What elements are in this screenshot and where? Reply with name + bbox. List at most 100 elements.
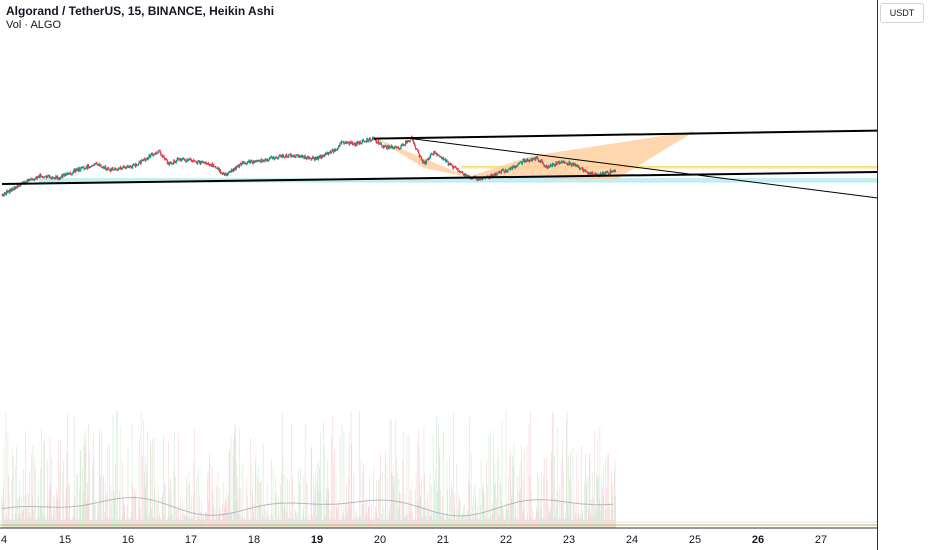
volume-bar — [581, 446, 582, 528]
volume-bar — [492, 513, 494, 528]
candle-body — [6, 190, 8, 192]
candle-body — [268, 158, 270, 161]
volume-bar — [216, 485, 217, 528]
volume-bar — [398, 508, 399, 528]
candle-body — [413, 142, 415, 144]
candle-body — [28, 179, 30, 181]
candle-body — [12, 187, 14, 190]
candle-body — [64, 173, 66, 177]
volume-bar — [111, 518, 113, 528]
currency-selector[interactable]: USDT — [880, 3, 924, 23]
volume-bar — [533, 519, 535, 528]
candle-body — [285, 154, 287, 157]
candle-body — [295, 155, 297, 158]
volume-bar — [266, 520, 267, 528]
candle-body — [542, 163, 545, 166]
candle-body — [362, 139, 364, 141]
candle-body — [605, 172, 607, 175]
candle-body — [31, 178, 33, 180]
candle-body — [314, 158, 316, 161]
volume-bar — [82, 468, 84, 528]
volume-bar — [337, 507, 338, 528]
volume-bar — [18, 496, 20, 528]
volume-bar — [305, 517, 307, 528]
candle-body — [559, 162, 562, 164]
trendline[interactable] — [411, 138, 878, 199]
volume-bar — [109, 519, 111, 528]
candle-body — [193, 160, 195, 162]
volume-bar — [461, 512, 463, 528]
volume-bar — [583, 519, 584, 528]
candle-body — [391, 146, 394, 148]
candle-body — [614, 170, 617, 172]
candle-body — [544, 165, 546, 167]
volume-bar — [41, 427, 42, 528]
candle-body — [395, 146, 397, 147]
candle-body — [443, 159, 445, 161]
volume-bar — [2, 502, 3, 528]
volume-bar — [233, 439, 234, 528]
candle-body — [357, 142, 359, 144]
candle-body — [253, 161, 255, 163]
candle-body — [110, 168, 113, 170]
volume-bar — [302, 509, 304, 528]
candle-body — [15, 186, 17, 189]
volume-bar — [436, 491, 438, 528]
candle-body — [158, 150, 160, 152]
candle-body — [332, 149, 334, 152]
candle-body — [237, 165, 239, 166]
candle-body — [303, 156, 305, 159]
volume-bar — [148, 519, 149, 528]
candle-body — [569, 163, 571, 165]
volume-bar — [558, 518, 559, 528]
volume-bar — [365, 514, 366, 528]
volume-bar — [416, 519, 418, 528]
candle-body — [545, 165, 547, 167]
volume-bar — [218, 508, 220, 528]
volume-bar — [399, 492, 400, 528]
candle-body — [124, 167, 126, 169]
volume-bar — [413, 519, 414, 528]
candle-body — [590, 172, 592, 175]
candle-body — [448, 163, 451, 165]
candle-body — [571, 164, 573, 166]
volume-bar — [298, 468, 299, 528]
trendline[interactable] — [373, 129, 878, 140]
volume-bar — [325, 499, 327, 528]
candle-body — [169, 162, 171, 164]
candle-body — [299, 156, 301, 158]
candle-body — [94, 163, 96, 165]
volume-bar — [444, 519, 446, 528]
candle-body — [215, 167, 218, 169]
volume-bar — [508, 519, 510, 528]
candle-body — [532, 158, 535, 160]
candle-body — [143, 158, 145, 160]
candle-body — [581, 167, 583, 169]
candle-body — [307, 156, 309, 157]
candle-body — [34, 178, 37, 180]
volume-bar — [67, 518, 69, 528]
candle-body — [526, 159, 528, 161]
volume-bar — [507, 509, 508, 528]
candle-body — [289, 153, 291, 155]
candle-body — [437, 154, 439, 156]
candle-body — [104, 166, 106, 169]
candle-body — [458, 171, 461, 173]
volume-bar — [597, 480, 599, 528]
volume-bar — [447, 489, 448, 528]
candle-body — [574, 164, 577, 167]
candle-body — [35, 176, 37, 179]
volume-bar — [319, 433, 321, 528]
trendline[interactable] — [1, 171, 878, 185]
volume-bar — [523, 509, 525, 528]
candle-body — [347, 141, 350, 143]
volume-bar — [56, 495, 58, 528]
price-scale[interactable] — [877, 0, 932, 550]
candle-body — [368, 137, 371, 139]
candle-body — [135, 163, 138, 166]
candle-body — [502, 169, 504, 171]
volume-bar — [583, 519, 585, 528]
volume-bar — [241, 517, 243, 528]
volume-bar — [211, 491, 213, 528]
